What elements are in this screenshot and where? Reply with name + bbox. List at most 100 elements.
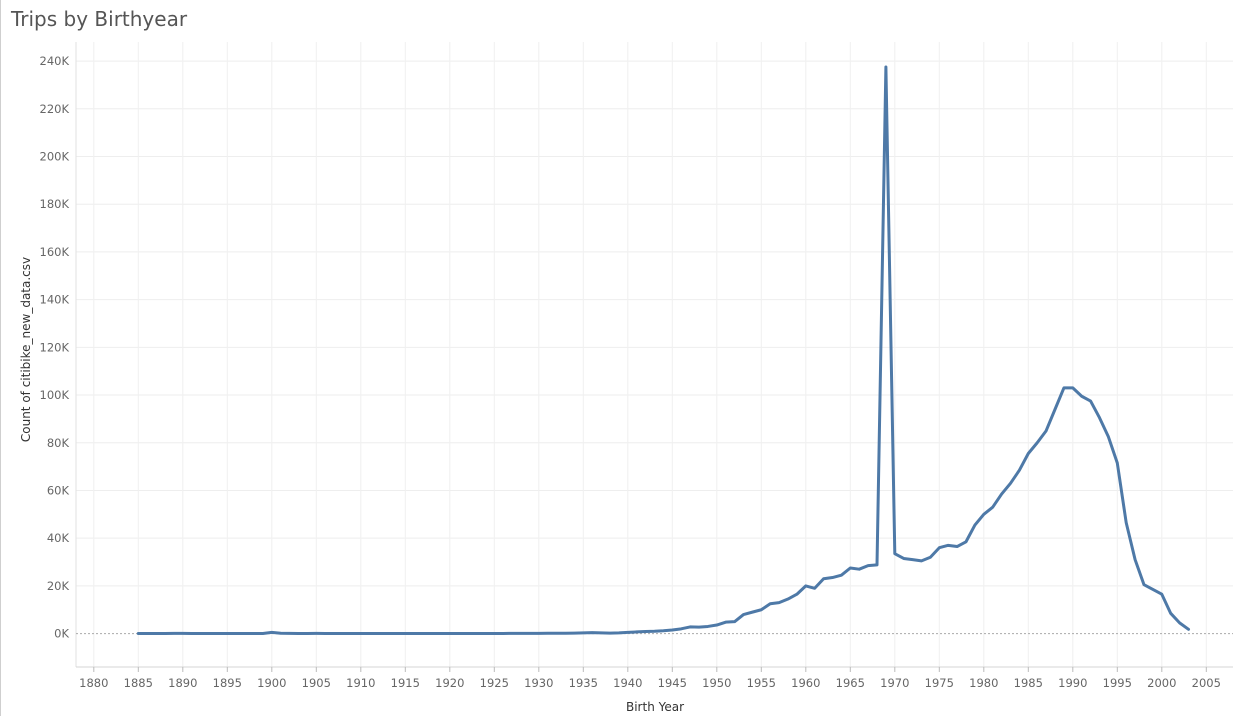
data-point <box>706 624 710 628</box>
data-point <box>911 558 915 562</box>
data-point <box>216 632 220 636</box>
data-point <box>733 620 737 624</box>
data-point <box>617 631 621 635</box>
x-tick-label: 1920 <box>435 676 464 690</box>
x-tick-label: 1910 <box>346 676 375 690</box>
data-point <box>359 631 363 635</box>
page-frame <box>0 0 1 716</box>
y-tick-label: 220K <box>40 102 70 116</box>
y-tick-label: 20K <box>47 579 70 593</box>
data-point <box>190 631 194 635</box>
data-point <box>1026 452 1030 456</box>
data-point <box>1098 416 1102 420</box>
x-tick-label: 1990 <box>1058 676 1087 690</box>
data-point <box>839 573 843 577</box>
data-point <box>964 540 968 544</box>
data-point <box>252 631 256 635</box>
data-point <box>893 552 897 556</box>
data-point <box>305 631 309 635</box>
chart-title: Trips by Birthyear <box>11 7 188 31</box>
data-point <box>866 564 870 568</box>
data-point <box>831 576 835 580</box>
series-line <box>136 65 1190 636</box>
data-point <box>492 631 496 635</box>
y-tick-label: 100K <box>40 388 70 402</box>
data-point <box>1142 583 1146 587</box>
x-tick-label: 1965 <box>836 676 865 690</box>
data-point <box>679 627 683 631</box>
data-point <box>261 631 265 635</box>
data-point <box>546 631 550 635</box>
data-point <box>1089 399 1093 403</box>
data-point <box>982 512 986 516</box>
data-point <box>234 632 238 636</box>
x-tick-label: 1930 <box>524 676 553 690</box>
data-point <box>1044 429 1048 433</box>
data-point <box>1115 461 1119 465</box>
data-point <box>1151 587 1155 591</box>
grid <box>75 42 1233 668</box>
data-point <box>386 632 390 636</box>
data-point <box>946 543 950 547</box>
y-tick-label: 240K <box>40 54 70 68</box>
data-point <box>902 556 906 560</box>
data-point <box>1000 492 1004 496</box>
x-tick-label: 1900 <box>257 676 286 690</box>
data-point <box>920 559 924 563</box>
data-point <box>377 631 381 635</box>
data-point <box>199 632 203 636</box>
x-tick-label: 1945 <box>658 676 687 690</box>
x-tick-label: 1885 <box>124 676 153 690</box>
x-axis-title: Birth Year <box>626 700 684 714</box>
x-tick-label: 1935 <box>569 676 598 690</box>
data-point <box>688 625 692 629</box>
data-point <box>724 620 728 624</box>
y-tick-label: 120K <box>40 340 70 354</box>
data-point <box>145 632 149 636</box>
x-tick-label: 1940 <box>613 676 642 690</box>
data-point <box>332 631 336 635</box>
data-point <box>786 597 790 601</box>
data-point <box>564 631 568 635</box>
data-point <box>555 631 559 635</box>
data-point <box>466 631 470 635</box>
y-axis-title: Count of citibike_new_data.csv <box>19 257 33 442</box>
data-point <box>457 631 461 635</box>
x-tick-label: 1970 <box>880 676 909 690</box>
data-point <box>813 586 817 590</box>
data-point <box>1035 441 1039 445</box>
data-point <box>1160 592 1164 596</box>
data-point <box>163 631 167 635</box>
x-tick-label: 1995 <box>1103 676 1132 690</box>
x-tick-label: 1980 <box>969 676 998 690</box>
data-point <box>323 631 327 635</box>
x-tick-label: 1975 <box>925 676 954 690</box>
data-point <box>341 631 345 635</box>
data-point <box>1062 386 1066 390</box>
data-points <box>136 65 1190 636</box>
data-point <box>750 610 754 614</box>
data-point <box>644 629 648 633</box>
data-point <box>412 631 416 635</box>
data-point <box>1133 558 1137 562</box>
data-point <box>154 632 158 636</box>
data-point <box>955 545 959 549</box>
data-point <box>822 577 826 581</box>
y-axis: 0K 20K 40K 60K 80K 100K 120K 140K 160K 180K 200K 22… <box>40 54 70 641</box>
x-tick-label: 1905 <box>302 676 331 690</box>
data-point <box>581 631 585 635</box>
y-tick-label: 40K <box>47 531 70 545</box>
data-point <box>421 631 425 635</box>
x-tick-label: 1985 <box>1014 676 1043 690</box>
data-point <box>243 632 247 636</box>
data-point <box>590 631 594 635</box>
data-point <box>288 631 292 635</box>
data-point <box>1178 621 1182 625</box>
data-point <box>208 632 212 636</box>
data-point <box>528 631 532 635</box>
data-point <box>510 631 514 635</box>
x-tick-label: 1895 <box>213 676 242 690</box>
data-point <box>448 631 452 635</box>
